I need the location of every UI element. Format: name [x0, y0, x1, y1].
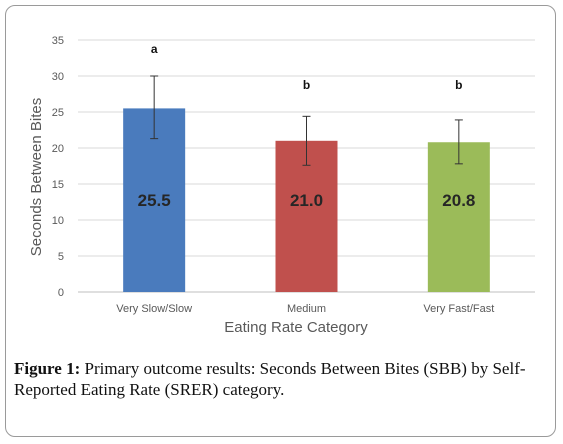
y-tick-label: 5 — [58, 251, 64, 263]
caption-text: Primary outcome results: Seconds Between… — [14, 359, 526, 399]
bar-chart: 0 5 10 15 20 25 30 35 25.5 a 21.0 b 20.8 b Very Slow… — [28, 35, 535, 336]
x-tick-labels: Very Slow/Slow Medium Very Fast/Fast — [116, 303, 494, 315]
y-tick-label: 20 — [52, 143, 64, 155]
x-tick-label: Very Fast/Fast — [423, 303, 494, 315]
x-tick-label: Medium — [287, 303, 326, 315]
y-tick-labels: 0 5 10 15 20 25 30 35 — [52, 35, 64, 299]
data-label: 20.8 — [442, 191, 475, 210]
y-tick-label: 15 — [52, 179, 64, 191]
significance-letter: b — [303, 78, 310, 92]
x-axis-label: Eating Rate Category — [224, 319, 368, 336]
caption-label: Figure 1: — [14, 359, 81, 378]
significance-letter: b — [455, 78, 462, 92]
significance-letter: a — [151, 42, 158, 56]
y-axis-label: Seconds Between Bites — [28, 98, 45, 256]
y-tick-label: 0 — [58, 287, 64, 299]
data-label: 21.0 — [290, 191, 323, 210]
bar — [427, 142, 490, 292]
y-tick-label: 25 — [52, 107, 64, 119]
y-tick-label: 30 — [52, 71, 64, 83]
x-tick-label: Very Slow/Slow — [116, 303, 192, 315]
y-tick-label: 35 — [52, 35, 64, 47]
data-label: 25.5 — [138, 191, 171, 210]
y-tick-label: 10 — [52, 215, 64, 227]
bar — [275, 140, 338, 292]
figure-caption: Figure 1: Primary outcome results: Secon… — [14, 358, 549, 400]
bars: 25.5 a 21.0 b 20.8 b — [123, 42, 490, 293]
